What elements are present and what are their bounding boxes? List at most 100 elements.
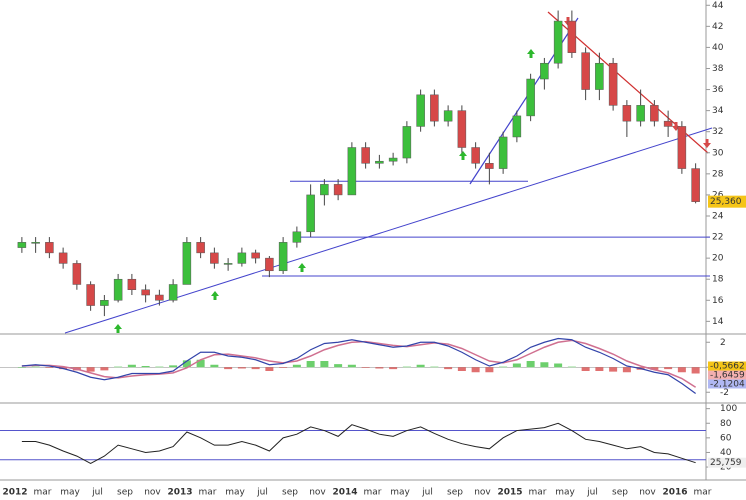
macd-hist <box>100 367 109 371</box>
candle-body <box>210 252 219 264</box>
x-tick-label: may <box>555 488 575 498</box>
macd-hist <box>17 367 26 368</box>
macd-value-label: -1,6459 <box>710 371 745 381</box>
y-tick-label: 24 <box>712 211 724 221</box>
x-tick-label: sep <box>612 488 628 498</box>
candle-body <box>498 136 508 169</box>
candle-body <box>361 147 370 164</box>
macd-hist <box>114 366 123 368</box>
macd-hist <box>86 367 95 372</box>
buy-arrow <box>114 324 122 333</box>
macd-hist <box>251 367 260 370</box>
macd-hist <box>224 367 233 370</box>
x-tick-label: may <box>225 488 245 498</box>
macd-hist <box>320 361 329 368</box>
macd-hist <box>677 367 686 373</box>
candle-body <box>443 110 453 122</box>
macd-hist <box>554 363 563 368</box>
candle-body <box>72 263 82 285</box>
x-tick-label: mar <box>364 488 382 498</box>
macd-value-label: -2,1204 <box>710 380 745 390</box>
x-tick-label: jul <box>91 488 103 498</box>
y-tick-label: 14 <box>712 317 724 327</box>
x-tick-label: jul <box>256 488 268 498</box>
candle-body <box>457 110 467 148</box>
candle-body <box>608 62 618 106</box>
y-tick-label: 32 <box>712 127 723 137</box>
macd-hist <box>691 367 700 374</box>
candle-body <box>622 105 632 122</box>
macd-hist <box>279 367 288 368</box>
x-tick-label: 2016 <box>662 488 687 498</box>
macd-hist <box>334 364 343 368</box>
y-tick-label: 34 <box>712 106 724 116</box>
x-tick-label: sep <box>117 488 133 498</box>
macd-hist <box>196 359 205 368</box>
candle-body <box>471 147 480 164</box>
macd-signal <box>21 339 697 388</box>
x-tick-label: may <box>390 488 410 498</box>
macd-hist <box>457 367 466 371</box>
candle-body <box>677 126 687 169</box>
y-tick-label: 26 <box>712 190 724 200</box>
candle-body <box>430 94 439 122</box>
buy-arrow <box>527 49 535 58</box>
candle-body <box>553 20 563 64</box>
candle-body <box>691 168 700 202</box>
candle-body <box>526 78 535 117</box>
rsi-tick-label: 80 <box>720 419 732 429</box>
macd-line <box>21 337 696 394</box>
candle-body <box>540 62 549 80</box>
candle-body <box>86 284 95 306</box>
macd-hist <box>31 366 40 368</box>
y-tick-label: 44 <box>712 1 724 11</box>
x-tick-label: mar <box>34 488 52 498</box>
macd-hist <box>430 366 439 368</box>
candle-body <box>485 163 494 169</box>
candle-body <box>402 126 412 159</box>
macd-hist <box>375 367 384 369</box>
macd-hist <box>347 364 356 368</box>
macd-hist <box>182 360 191 368</box>
x-tick-label: jul <box>421 488 433 498</box>
macd-hist <box>609 367 618 372</box>
macd-value-box <box>708 361 746 371</box>
macd-value-box <box>708 379 746 389</box>
y-tick-label: 28 <box>712 169 724 179</box>
candle-body <box>237 252 247 264</box>
y-tick-label: 22 <box>712 233 723 243</box>
macd-hist <box>361 367 370 368</box>
candle-body <box>375 160 384 164</box>
candle-body <box>31 242 40 244</box>
macd-hist <box>567 366 576 368</box>
sell-arrow <box>703 139 711 148</box>
macd-hist <box>650 367 659 370</box>
x-tick-label: nov <box>144 488 161 498</box>
rsi-tick-label: 100 <box>720 404 737 414</box>
candle-body <box>636 105 645 122</box>
macd-hist <box>595 367 604 371</box>
candle-body <box>265 257 274 272</box>
candle-body <box>333 184 343 196</box>
rsi-value-box <box>708 457 746 468</box>
y-tick-label: 18 <box>712 275 724 285</box>
rsi-line <box>21 422 696 464</box>
candle-body <box>595 62 604 90</box>
macd-value-label: -0,5662 <box>710 362 745 372</box>
macd-hist <box>622 367 631 373</box>
macd-hist <box>306 361 315 368</box>
macd-hist <box>265 367 274 371</box>
candle-body <box>196 242 205 254</box>
macd-hist <box>169 365 178 368</box>
x-tick-label: nov <box>309 488 326 498</box>
candle-body <box>182 242 192 285</box>
last-price-label: 25,360 <box>710 197 742 207</box>
macd-hist <box>389 367 398 370</box>
candle-body <box>155 294 164 301</box>
macd-hist <box>210 364 219 368</box>
candle-body <box>320 184 329 196</box>
x-tick-label: nov <box>639 488 656 498</box>
x-tick-label: mar <box>529 488 547 498</box>
rsi-value-label: 25,759 <box>710 458 742 468</box>
macd-hist <box>127 364 136 368</box>
